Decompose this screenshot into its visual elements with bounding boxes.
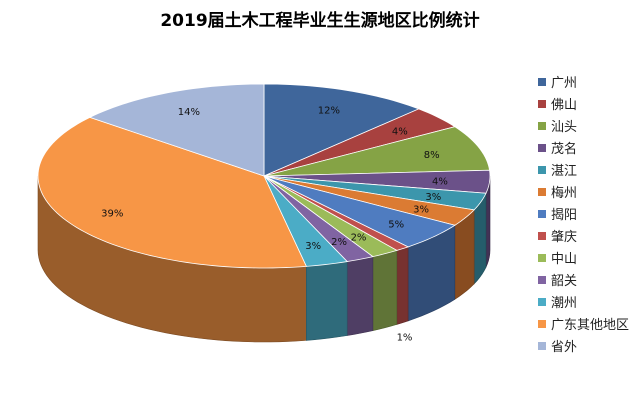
slice-11-side (306, 261, 348, 341)
chart-legend: 广州佛山汕头茂名湛江梅州揭阳肇庆中山韶关潮州广东其他地区 省外 (538, 76, 629, 362)
legend-swatch (538, 320, 546, 328)
legend-label: 肇庆 (551, 230, 578, 245)
slice-2-data-label: 4% (392, 126, 408, 137)
legend-item-11: 潮州 (538, 296, 629, 318)
legend-swatch (538, 78, 546, 86)
chart-title: 2019届土木工程毕业生生源地区比例统计 (160, 11, 480, 31)
slice-7-data-label: 5% (388, 220, 404, 231)
slice-10-side (346, 256, 374, 336)
slice-11-top (263, 175, 349, 267)
slice-12-data-label: 39% (101, 209, 123, 220)
legend-label: 韶关 (551, 274, 578, 289)
legend-item-9: 中山 (538, 252, 629, 274)
legend-item-13: 省外 (538, 340, 629, 362)
legend-item-12: 广东其他地区 (538, 318, 629, 340)
slice-7-top (263, 175, 456, 248)
legend-item-3: 汕头 (538, 120, 629, 142)
legend-swatch (538, 122, 546, 130)
legend-label: 揭阳 (551, 208, 578, 223)
slice-9-data-label: 2% (351, 233, 367, 244)
legend-swatch (538, 342, 546, 350)
legend-label: 省外 (551, 340, 578, 355)
slice-12-top (37, 116, 307, 269)
legend-item-1: 广州 (538, 76, 629, 98)
slice-8-data-label: 1% (397, 333, 413, 344)
slice-6-data-label: 3% (413, 205, 429, 216)
slice-10-top (263, 175, 374, 262)
legend-item-8: 肇庆 (538, 230, 629, 252)
slice-1-top (263, 83, 420, 177)
legend-item-4: 茂名 (538, 142, 629, 164)
legend-swatch (538, 210, 546, 218)
slice-9-side (372, 250, 398, 331)
legend-item-10: 韶关 (538, 274, 629, 296)
legend-label: 潮州 (551, 296, 578, 311)
slice-6-top (263, 175, 475, 226)
slice-5-data-label: 3% (425, 192, 441, 203)
legend-label: 广州 (551, 76, 578, 91)
legend-label: 汕头 (551, 120, 578, 135)
legend-label: 茂名 (551, 142, 578, 157)
legend-swatch (538, 298, 546, 306)
slice-3-data-label: 8% (424, 150, 440, 161)
slice-9-top (263, 175, 398, 258)
legend-item-6: 梅州 (538, 186, 629, 208)
pie-tops (37, 83, 491, 269)
slice-8-side (396, 246, 409, 325)
slice-2-top (263, 108, 456, 177)
legend-item-7: 揭阳 (538, 208, 629, 230)
legend-label: 中山 (551, 252, 578, 267)
slice-10-data-label: 2% (331, 237, 347, 248)
legend-swatch (538, 188, 546, 196)
slice-1-data-label: 12% (318, 105, 340, 116)
legend-swatch (538, 100, 546, 108)
legend-item-5: 湛江 (538, 164, 629, 186)
legend-swatch (538, 144, 546, 152)
legend-item-2: 佛山 (538, 98, 629, 120)
legend-label: 湛江 (551, 164, 578, 179)
legend-swatch (538, 254, 546, 262)
legend-swatch (538, 276, 546, 284)
slice-4-top (263, 169, 491, 194)
slice-3-top (263, 126, 491, 177)
slice-13-data-label: 14% (178, 107, 200, 118)
slice-4-data-label: 4% (432, 177, 448, 188)
legend-label: 佛山 (551, 98, 578, 113)
slice-11-data-label: 3% (305, 241, 321, 252)
legend-swatch (538, 166, 546, 174)
pie-sides (37, 175, 491, 343)
pie-labels: 12% 4% 8% 4% 3% 3% 5% 1% 2% 2% 3% 39% 14% (101, 105, 448, 343)
legend-label: 广东其他地区 (551, 318, 630, 333)
slice-5-top (263, 175, 487, 211)
legend-label: 梅州 (551, 186, 578, 201)
slice-13-top (88, 83, 265, 177)
legend-swatch (538, 232, 546, 240)
